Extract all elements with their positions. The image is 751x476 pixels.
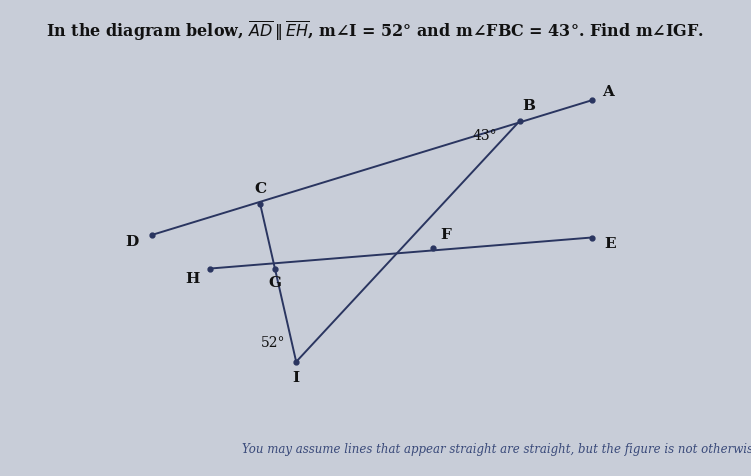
Text: E: E — [605, 236, 617, 250]
Text: B: B — [522, 99, 535, 113]
Text: H: H — [185, 271, 200, 285]
Text: D: D — [125, 235, 138, 248]
Text: 43°: 43° — [473, 129, 497, 143]
Text: C: C — [254, 182, 266, 196]
Text: G: G — [268, 275, 281, 289]
Text: A: A — [602, 85, 614, 99]
Text: F: F — [441, 228, 451, 242]
Text: In the diagram below, $\overline{AD}\,\|\,\overline{EH}$, m∠I = 52° and m∠FBC = : In the diagram below, $\overline{AD}\,\|… — [47, 19, 704, 43]
Text: I: I — [293, 370, 300, 385]
Text: 52°: 52° — [261, 336, 285, 349]
Text: You may assume lines that appear straight are straight, but the figure is not ot: You may assume lines that appear straigh… — [242, 442, 751, 455]
